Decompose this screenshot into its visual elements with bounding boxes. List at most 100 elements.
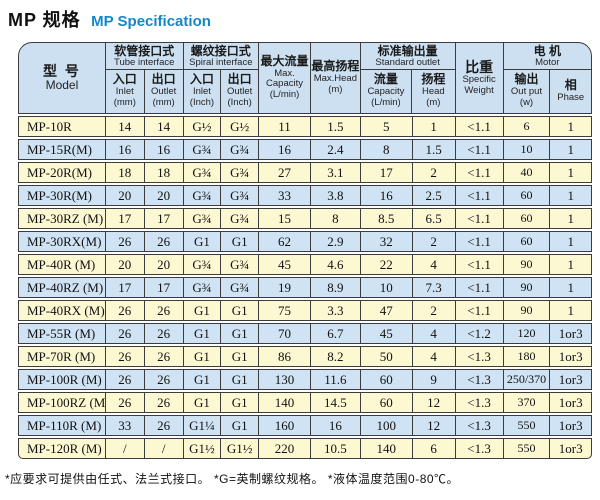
value-cell: 60 [504,232,551,251]
value-cell: 17 [145,209,184,228]
value-cell: 3.3 [311,301,361,320]
value-cell: G1 [221,232,260,251]
table-row: MP-30R(M) 20 20 G¾ G¾ 33 3.8 16 2.5 <1.1 60 1 [18,185,592,206]
value-cell: 17 [361,163,413,182]
header-motor-output-zh: 输出 [514,72,539,87]
header-standard-outlet-en: Standard outlet [375,56,440,68]
header-standard-head: 扬程 Head (m) [412,70,454,113]
header-motor-phase-en: Phase [557,91,585,103]
header-spiral-inlet-en: Inlet [192,86,211,98]
table-row: MP-20R(M) 18 18 G¾ G¾ 27 3.1 17 2 <1.1 40 1 [18,162,592,183]
model-cell: MP-40RX (M) [19,301,106,320]
header-standard-head-zh: 扬程 [421,72,446,87]
value-cell: 6 [504,117,551,136]
table-row: MP-40RZ (M) 17 17 G¾ G¾ 19 8.9 10 7.3 <1.1 90 1 [18,277,592,298]
value-cell: 250/370 [504,370,551,389]
header-max-capacity-zh: 最大流量 [260,53,309,68]
header-tube-title: 软管接口式 Tube interface [105,43,183,70]
value-cell: 33 [106,416,145,435]
value-cell: 4 [413,324,456,343]
value-cell: 1or3 [558,348,583,364]
header-spiral-inlet-unit: (Inch) [189,97,215,109]
model-cell: MP-20R(M) [19,163,106,182]
value-cell: 1 [567,302,574,318]
table-row: MP-120R (M) / / G1½ G1½ 220 10.5 140 6 <1.3 550 1or… [18,438,592,459]
value-cell: <1.1 [456,232,504,251]
header-tube-inlet-unit: (mm) [113,97,136,109]
value-cell: 26 [145,370,184,389]
value-cell: 14.5 [311,393,361,412]
value-cell: 6 [413,439,456,458]
value-cell: 86 [259,347,312,366]
header-motor-output: 输出 Out put (w) [504,69,551,113]
value-cell: 15 [259,209,312,228]
value-cell: 16 [361,186,413,205]
header-spiral-en: Spiral interface [189,56,253,68]
header-max-head-zh: 最高扬程 [311,59,360,74]
value-cell: <1.1 [456,301,504,320]
value-cell: G1 [184,370,222,389]
value-cell: 2.4 [311,140,361,159]
header-motor-zh: 电 机 [533,44,561,58]
value-cell: G¾ [221,255,260,274]
value-cell: G¾ [221,209,260,228]
header-tube-inlet-zh: 入口 [112,72,137,87]
value-cell: 2.9 [311,232,361,251]
value-cell: 550 [504,416,551,435]
header-max-capacity-unit: (L/min) [269,89,300,101]
value-cell: 45 [259,255,312,274]
header-spiral-inlet-zh: 入口 [189,72,214,87]
value-cell: 8.5 [361,209,413,228]
value-cell: 1or3 [558,417,583,433]
value-cell: 16 [259,140,312,159]
value-cell: 9 [413,370,456,389]
value-cell: <1.3 [456,370,504,389]
value-cell: 18 [106,163,145,182]
value-cell: 550 [504,439,551,458]
value-cell: 11.6 [311,370,361,389]
model-cell: MP-120R (M) [19,439,106,458]
header-max-head: 最高扬程 Max.Head (m) [311,43,361,113]
header-tube-outlet-zh: 出口 [151,72,176,87]
value-cell: G1½ [221,439,260,458]
value-cell: 1or3 [558,440,583,456]
header-spiral-outlet-zh: 出口 [227,72,252,87]
model-cell: MP-10R [19,117,106,136]
model-cell: MP-30RZ (M) [19,209,106,228]
value-cell: 3.8 [311,186,361,205]
value-cell: G¾ [184,209,222,228]
value-cell: 60 [504,186,551,205]
value-cell: 1 [567,118,574,134]
value-cell: 10.5 [311,439,361,458]
value-cell: G1 [221,416,260,435]
value-cell: <1.1 [456,278,504,297]
value-cell: 18 [145,163,184,182]
header-spiral-inlet: 入口 Inlet (Inch) [184,69,222,113]
value-cell: 70 [259,324,312,343]
value-cell: 1.5 [311,117,361,136]
table-header: 型 号 Model 软管接口式 Tube interface 入口 Inlet … [18,42,592,114]
value-cell: 17 [106,278,145,297]
table-row: MP-55R (M) 26 26 G1 G1 70 6.7 45 4 <1.2 120 1or3 [18,323,592,344]
value-cell: G1¼ [184,416,222,435]
header-group-spiral-interface: 螺纹接口式 Spiral interface 入口 Inlet (Inch) 出… [183,43,260,113]
value-cell: 1.5 [413,140,456,159]
value-cell: 26 [145,324,184,343]
footnote: *应要求可提供由任式、法兰式接口。 *G=英制螺纹规格。 *液体温度范围0-80… [5,472,460,486]
header-spiral-title: 螺纹接口式 Spiral interface [183,43,259,70]
value-cell: 17 [106,209,145,228]
header-standard-capacity-zh: 流量 [373,72,398,87]
value-cell: G1 [221,393,260,412]
value-cell: <1.1 [456,140,504,159]
value-cell: 60 [504,209,551,228]
value-cell: 1 [567,233,574,249]
value-cell: 10 [504,140,551,159]
header-group-standard-outlet: 标准输出量 Standard outlet 流量 Capacity (L/min… [360,43,456,113]
header-specific-weight-en2: Weight [464,85,494,97]
header-group-tube-interface: 软管接口式 Tube interface 入口 Inlet (mm) 出口 Ou… [105,43,184,113]
model-cell: MP-30RX(M) [19,232,106,251]
header-tube-inlet-en: Inlet [115,86,134,98]
value-cell: 1 [567,187,574,203]
value-cell: <1.1 [456,117,504,136]
header-motor-output-en: Out put [510,86,543,98]
